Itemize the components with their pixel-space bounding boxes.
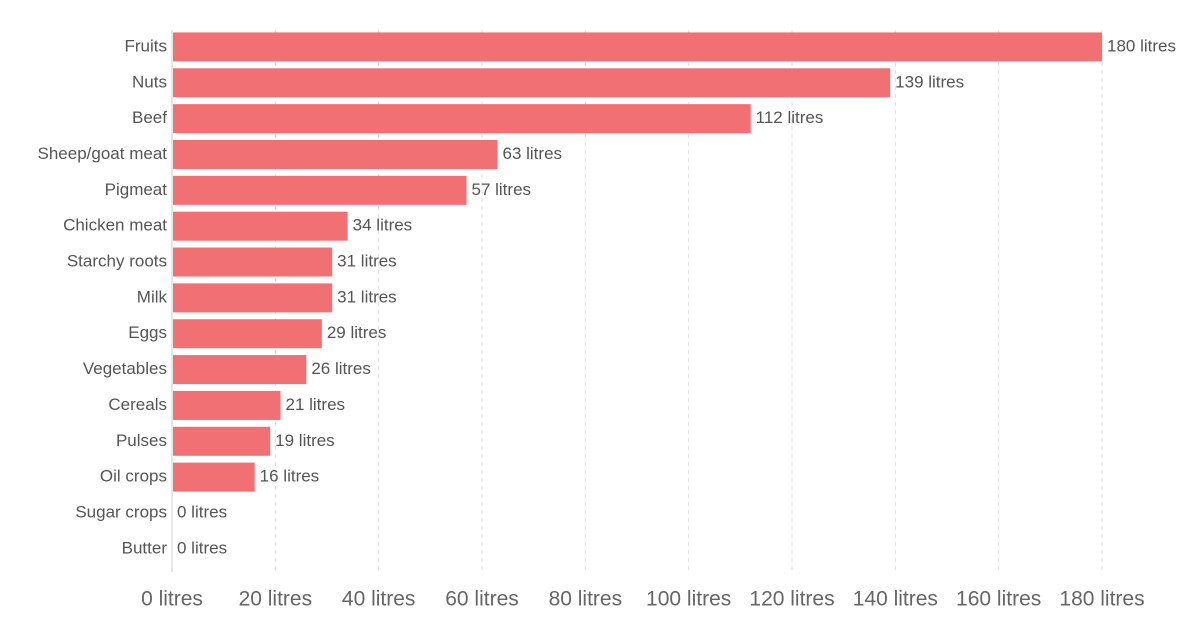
category-label: Pulses: [116, 431, 167, 450]
bar-starchy-roots: [173, 247, 333, 277]
category-label: Sugar crops: [75, 502, 167, 521]
category-label: Chicken meat: [63, 216, 167, 235]
category-label: Sheep/goat meat: [38, 144, 168, 163]
category-labels: Fruits Nuts Beef Sheep/goat meat Pigmeat Chic…: [38, 36, 168, 557]
category-label: Vegetables: [83, 359, 167, 378]
value-label: 29 litres: [327, 323, 387, 342]
x-tick-label: 80 litres: [549, 588, 623, 611]
x-tick-label: 100 litres: [646, 588, 731, 611]
value-label: 0 litres: [177, 538, 227, 557]
value-label: 31 litres: [337, 287, 397, 306]
x-tick-label: 60 litres: [445, 588, 519, 611]
bar-fruits: [173, 32, 1102, 62]
value-label: 139 litres: [895, 72, 964, 91]
category-label: Butter: [122, 538, 168, 557]
value-label: 31 litres: [337, 252, 397, 271]
category-label: Starchy roots: [67, 252, 167, 271]
bar-pigmeat: [173, 175, 467, 205]
bar-milk: [173, 283, 333, 313]
value-label: 0 litres: [177, 502, 227, 521]
category-label: Fruits: [125, 36, 168, 55]
x-tick-label: 180 litres: [1059, 588, 1144, 611]
bar-chicken-meat: [173, 211, 348, 241]
bar-sheep-goat-meat: [173, 139, 498, 169]
value-labels: 180 litres 139 litres 112 litres 63 litres 5…: [177, 36, 1176, 557]
value-label: 180 litres: [1107, 36, 1176, 55]
x-tick-label: 120 litres: [749, 588, 834, 611]
category-label: Oil crops: [100, 467, 167, 486]
x-tick-label: 140 litres: [853, 588, 938, 611]
x-tick-label: 160 litres: [956, 588, 1041, 611]
x-tick-label: 0 litres: [141, 588, 203, 611]
value-label: 112 litres: [756, 108, 824, 127]
category-label: Cereals: [108, 395, 167, 414]
category-label: Nuts: [132, 72, 167, 91]
bar-pulses: [173, 426, 271, 456]
x-tick-label: 20 litres: [239, 588, 313, 611]
category-label: Beef: [132, 108, 167, 127]
bar-eggs: [173, 319, 322, 349]
value-label: 19 litres: [275, 431, 335, 450]
category-label: Milk: [137, 287, 168, 306]
bar-vegetables: [173, 355, 307, 385]
category-label: Pigmeat: [105, 180, 168, 199]
bar-cereals: [173, 390, 281, 420]
bar-nuts: [173, 68, 891, 98]
value-label: 26 litres: [311, 359, 371, 378]
value-label: 21 litres: [286, 395, 346, 414]
value-label: 34 litres: [353, 216, 413, 235]
bar-oil-crops: [173, 462, 255, 492]
value-label: 16 litres: [260, 467, 320, 486]
x-axis-tick-labels: 0 litres 20 litres 40 litres 60 litres 80 li…: [141, 588, 1145, 611]
value-label: 63 litres: [503, 144, 563, 163]
value-label: 57 litres: [472, 180, 532, 199]
bar-beef: [173, 104, 751, 134]
x-tick-label: 40 litres: [342, 588, 416, 611]
bars: [173, 32, 1102, 492]
category-label: Eggs: [128, 323, 167, 342]
